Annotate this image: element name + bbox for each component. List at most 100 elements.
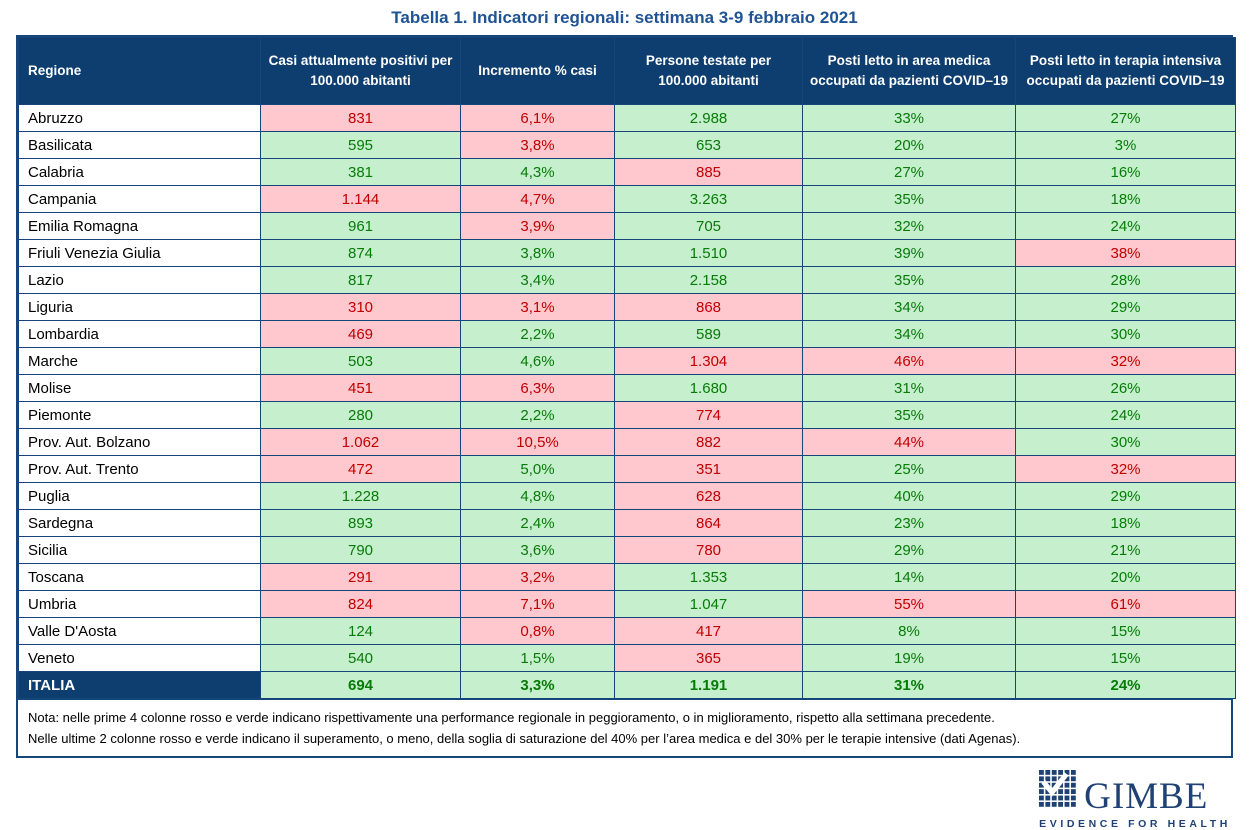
value-cell: 1.304 bbox=[614, 347, 803, 375]
value-cell: 61% bbox=[1015, 590, 1236, 618]
value-cell: 3,4% bbox=[460, 266, 615, 294]
value-cell: 1.228 bbox=[260, 482, 461, 510]
footer: GIMBE EVIDENCE FOR HEALTH bbox=[0, 770, 1231, 830]
value-cell: 705 bbox=[614, 212, 803, 240]
value-cell: 1.047 bbox=[614, 590, 803, 618]
value-cell: 24% bbox=[1015, 671, 1236, 699]
value-cell: 46% bbox=[802, 347, 1016, 375]
value-cell: 472 bbox=[260, 455, 461, 483]
table-row: Umbria 824 7,1% 1.047 55% 61% bbox=[18, 590, 1236, 618]
value-cell: 3,9% bbox=[460, 212, 615, 240]
value-cell: 595 bbox=[260, 131, 461, 159]
value-cell: 4,3% bbox=[460, 158, 615, 186]
value-cell: 24% bbox=[1015, 212, 1236, 240]
value-cell: 35% bbox=[802, 185, 1016, 213]
value-cell: 33% bbox=[802, 104, 1016, 132]
value-cell: 15% bbox=[1015, 617, 1236, 645]
table-row: Basilicata 595 3,8% 653 20% 3% bbox=[18, 131, 1236, 159]
gimbe-logo: GIMBE EVIDENCE FOR HEALTH bbox=[1039, 770, 1231, 830]
value-cell: 1.353 bbox=[614, 563, 803, 591]
value-cell: 961 bbox=[260, 212, 461, 240]
value-cell: 31% bbox=[802, 671, 1016, 699]
value-cell: 1,5% bbox=[460, 644, 615, 672]
value-cell: 469 bbox=[260, 320, 461, 348]
table-row: Sicilia 790 3,6% 780 29% 21% bbox=[18, 536, 1236, 564]
value-cell: 3% bbox=[1015, 131, 1236, 159]
value-cell: 16% bbox=[1015, 158, 1236, 186]
table-row: Friuli Venezia Giulia 874 3,8% 1.510 39% 38% bbox=[18, 239, 1236, 267]
value-cell: 868 bbox=[614, 293, 803, 321]
column-header-casi-positivi: Casi attualmente positivi per 100.000 ab… bbox=[260, 37, 461, 105]
value-cell: 310 bbox=[260, 293, 461, 321]
value-cell: 10,5% bbox=[460, 428, 615, 456]
value-cell: 35% bbox=[802, 266, 1016, 294]
value-cell: 3,2% bbox=[460, 563, 615, 591]
value-cell: 291 bbox=[260, 563, 461, 591]
value-cell: 2.988 bbox=[614, 104, 803, 132]
table-row: Valle D'Aosta 124 0,8% 417 8% 15% bbox=[18, 617, 1236, 645]
region-name-cell: Sardegna bbox=[18, 509, 261, 537]
table-row: Puglia 1.228 4,8% 628 40% 29% bbox=[18, 482, 1236, 510]
region-name-cell: Puglia bbox=[18, 482, 261, 510]
value-cell: 34% bbox=[802, 293, 1016, 321]
value-cell: 4,8% bbox=[460, 482, 615, 510]
value-cell: 1.510 bbox=[614, 239, 803, 267]
value-cell: 20% bbox=[802, 131, 1016, 159]
value-cell: 628 bbox=[614, 482, 803, 510]
value-cell: 4,6% bbox=[460, 347, 615, 375]
value-cell: 885 bbox=[614, 158, 803, 186]
table-row: Lazio 817 3,4% 2.158 35% 28% bbox=[18, 266, 1236, 294]
value-cell: 5,0% bbox=[460, 455, 615, 483]
indicators-table: Regione Casi attualmente positivi per 10… bbox=[18, 37, 1236, 699]
region-name-cell: Sicilia bbox=[18, 536, 261, 564]
value-cell: 38% bbox=[1015, 239, 1236, 267]
value-cell: 23% bbox=[802, 509, 1016, 537]
value-cell: 451 bbox=[260, 374, 461, 402]
region-name-cell: Liguria bbox=[18, 293, 261, 321]
value-cell: 26% bbox=[1015, 374, 1236, 402]
value-cell: 32% bbox=[1015, 455, 1236, 483]
value-cell: 28% bbox=[1015, 266, 1236, 294]
value-cell: 14% bbox=[802, 563, 1016, 591]
table-header: Regione Casi attualmente positivi per 10… bbox=[18, 37, 1236, 105]
value-cell: 20% bbox=[1015, 563, 1236, 591]
table-body: Abruzzo 831 6,1% 2.988 33% 27% Basilicata 595 3,… bbox=[18, 104, 1236, 699]
value-cell: 893 bbox=[260, 509, 461, 537]
region-name-cell: ITALIA bbox=[18, 671, 261, 699]
value-cell: 1.680 bbox=[614, 374, 803, 402]
value-cell: 25% bbox=[802, 455, 1016, 483]
region-name-cell: Lazio bbox=[18, 266, 261, 294]
value-cell: 40% bbox=[802, 482, 1016, 510]
table-row: Emilia Romagna 961 3,9% 705 32% 24% bbox=[18, 212, 1236, 240]
value-cell: 32% bbox=[802, 212, 1016, 240]
value-cell: 3.263 bbox=[614, 185, 803, 213]
value-cell: 381 bbox=[260, 158, 461, 186]
region-name-cell: Marche bbox=[18, 347, 261, 375]
value-cell: 6,1% bbox=[460, 104, 615, 132]
table-row: Veneto 540 1,5% 365 19% 15% bbox=[18, 644, 1236, 672]
region-name-cell: Molise bbox=[18, 374, 261, 402]
table-row: Prov. Aut. Trento 472 5,0% 351 25% 32% bbox=[18, 455, 1236, 483]
table-row: Campania 1.144 4,7% 3.263 35% 18% bbox=[18, 185, 1236, 213]
region-name-cell: Emilia Romagna bbox=[18, 212, 261, 240]
value-cell: 694 bbox=[260, 671, 461, 699]
value-cell: 8% bbox=[802, 617, 1016, 645]
value-cell: 21% bbox=[1015, 536, 1236, 564]
value-cell: 589 bbox=[614, 320, 803, 348]
value-cell: 7,1% bbox=[460, 590, 615, 618]
value-cell: 30% bbox=[1015, 320, 1236, 348]
table-container: Regione Casi attualmente positivi per 10… bbox=[16, 35, 1236, 759]
value-cell: 27% bbox=[802, 158, 1016, 186]
value-cell: 540 bbox=[260, 644, 461, 672]
value-cell: 35% bbox=[802, 401, 1016, 429]
table-row: Piemonte 280 2,2% 774 35% 24% bbox=[18, 401, 1236, 429]
value-cell: 3,8% bbox=[460, 239, 615, 267]
region-name-cell: Prov. Aut. Bolzano bbox=[18, 428, 261, 456]
column-header-terapia-intensiva: Posti letto in terapia intensiva occupat… bbox=[1015, 37, 1236, 105]
value-cell: 882 bbox=[614, 428, 803, 456]
value-cell: 30% bbox=[1015, 428, 1236, 456]
value-cell: 4,7% bbox=[460, 185, 615, 213]
value-cell: 831 bbox=[260, 104, 461, 132]
value-cell: 874 bbox=[260, 239, 461, 267]
gimbe-wordmark: GIMBE bbox=[1084, 775, 1209, 817]
